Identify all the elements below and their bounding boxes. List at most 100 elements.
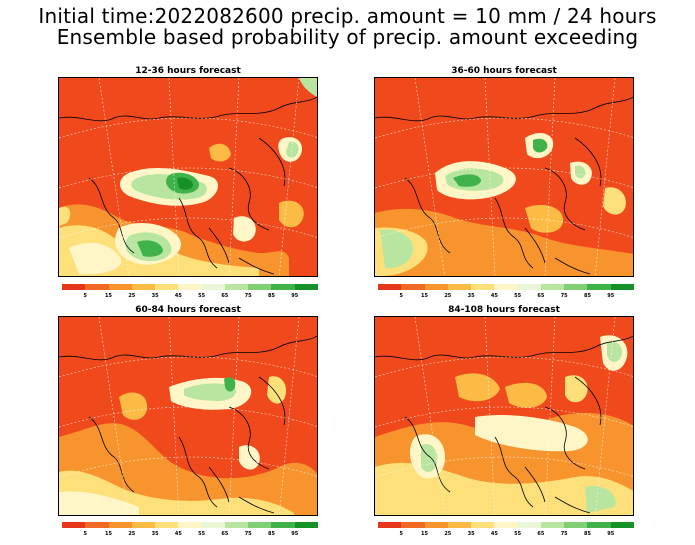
colorbar-label: 45 — [490, 531, 498, 537]
probability-map-3 — [58, 316, 318, 516]
colorbar-label: 85 — [583, 531, 591, 537]
colorbar-label: 85 — [267, 293, 275, 299]
coastlines — [375, 96, 633, 275]
colorbar-label: 5 — [83, 293, 88, 299]
colorbar-label: 25 — [444, 531, 452, 537]
colorbar-segment — [248, 284, 272, 290]
panel-title-2: 36-60 hours forecast — [451, 66, 557, 76]
colorbar-segment — [108, 284, 133, 290]
colorbar-segment — [447, 284, 472, 290]
precip-regions — [59, 78, 317, 276]
colorbar-label: 5 — [399, 531, 404, 537]
colorbar-segment — [155, 522, 179, 528]
colorbar-segment — [494, 284, 519, 290]
colorbar-label: 95 — [607, 531, 615, 537]
colorbar-label: 65 — [221, 293, 229, 299]
colorbar-label: 45 — [490, 293, 498, 299]
colorbar-segment — [471, 522, 495, 528]
colorbar-segment — [587, 284, 612, 290]
probability-map-1 — [58, 77, 318, 277]
colorbar-label: 75 — [244, 531, 252, 537]
coastlines — [375, 335, 633, 514]
colorbar-segment — [271, 284, 296, 290]
colorbar-label: 15 — [105, 293, 113, 299]
panel-title-4: 84-108 hours forecast — [448, 305, 560, 315]
colorbar-label: 75 — [560, 531, 568, 537]
colorbar-label: 95 — [291, 293, 299, 299]
colorbar-segment — [378, 284, 402, 290]
colorbar-segment — [540, 284, 565, 290]
colorbar-label: 95 — [607, 293, 615, 299]
colorbar-segment — [294, 522, 319, 528]
colorbar-label: 55 — [198, 531, 206, 537]
precip-regions — [59, 376, 317, 515]
colorbar-segment — [224, 522, 249, 528]
colorbar-segment — [540, 522, 565, 528]
grid-lines — [375, 78, 633, 276]
colorbar-label: 5 — [83, 531, 88, 537]
colorbar-segment — [155, 284, 179, 290]
colorbar-segment — [610, 522, 635, 528]
colorbar-segment — [271, 522, 296, 528]
colorbar-label: 5 — [399, 293, 404, 299]
colorbar-segment — [178, 284, 203, 290]
colorbar-segment — [610, 284, 635, 290]
colorbar-label: 95 — [291, 531, 299, 537]
probability-map-2 — [374, 77, 634, 277]
precip-regions — [375, 132, 633, 276]
colorbar-4: 5 15 25 35 45 55 65 75 85 95 — [378, 522, 635, 537]
colorbar-label: 65 — [537, 293, 545, 299]
colorbar-label: 75 — [244, 293, 252, 299]
colorbar-label: 75 — [560, 293, 568, 299]
colorbar-segment — [471, 284, 495, 290]
colorbar-segment — [378, 522, 402, 528]
colorbar-label: 85 — [583, 293, 591, 299]
grid-lines — [59, 317, 317, 515]
colorbar-1: 5 15 25 35 45 55 65 75 85 95 — [62, 284, 319, 299]
colorbar-segment — [85, 522, 110, 528]
colorbar-label: 65 — [537, 531, 545, 537]
figure-title-line1: Initial time:2022082600 precip. amount =… — [38, 4, 657, 28]
colorbar-segment — [201, 284, 226, 290]
precip-regions — [375, 335, 633, 515]
panel-title-1: 12-36 hours forecast — [135, 66, 241, 76]
colorbar-segment — [224, 284, 249, 290]
panel-title-3: 60-84 hours forecast — [135, 305, 241, 315]
figure-title-line2: Ensemble based probability of precip. am… — [56, 25, 639, 49]
grid-lines — [59, 78, 317, 276]
colorbar-label: 35 — [467, 531, 475, 537]
colorbar-label: 45 — [174, 531, 182, 537]
colorbar-label: 25 — [128, 531, 136, 537]
colorbar-2: 5 15 25 35 45 55 65 75 85 95 — [378, 284, 635, 299]
colorbar-label: 25 — [444, 293, 452, 299]
colorbar-label: 45 — [174, 293, 182, 299]
colorbar-segment — [294, 284, 319, 290]
colorbar-label: 25 — [128, 293, 136, 299]
colorbar-segment — [248, 522, 272, 528]
colorbar-3: 5 15 25 35 45 55 65 75 85 95 — [62, 522, 319, 537]
colorbar-segment — [178, 522, 203, 528]
colorbar-segment — [424, 284, 449, 290]
colorbar-segment — [401, 284, 426, 290]
colorbar-segment — [587, 522, 612, 528]
colorbar-segment — [62, 522, 86, 528]
colorbar-segment — [85, 284, 110, 290]
probability-map-4 — [374, 316, 634, 516]
colorbar-segment — [131, 522, 156, 528]
colorbar-segment — [201, 522, 226, 528]
colorbar-label: 15 — [421, 293, 429, 299]
colorbar-label: 85 — [267, 531, 275, 537]
colorbar-label: 55 — [514, 293, 522, 299]
colorbar-segment — [62, 284, 86, 290]
colorbar-label: 35 — [151, 293, 159, 299]
colorbar-label: 35 — [467, 293, 475, 299]
colorbar-label: 65 — [221, 531, 229, 537]
colorbar-segment — [424, 522, 449, 528]
colorbar-label: 35 — [151, 531, 159, 537]
colorbar-label: 15 — [105, 531, 113, 537]
grid-lines — [375, 317, 633, 515]
colorbar-segment — [401, 522, 426, 528]
colorbar-label: 55 — [198, 293, 206, 299]
colorbar-segment — [108, 522, 133, 528]
colorbar-segment — [131, 284, 156, 290]
